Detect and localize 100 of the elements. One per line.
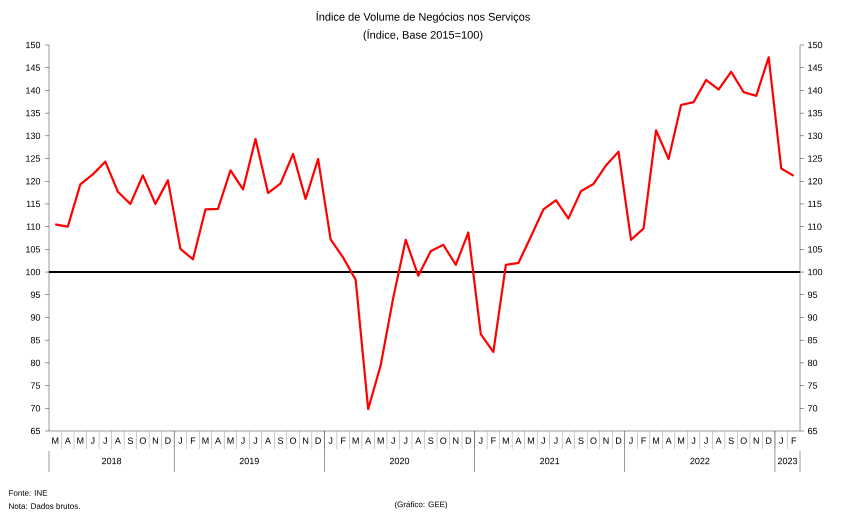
x-tick-label: M	[378, 438, 384, 444]
x-tick-label: N	[303, 438, 308, 444]
y2-tick-label: 90	[808, 314, 818, 321]
x-tick-label: J	[103, 438, 107, 444]
x-tick-label: F	[190, 438, 196, 444]
y-tick-label: 125	[26, 155, 40, 162]
y-tick-label: 65	[30, 428, 40, 434]
x-tick-label: D	[766, 438, 772, 444]
text: 2019	[240, 458, 259, 464]
y-tick-label: 95	[30, 292, 40, 298]
x-tick-label: A	[565, 438, 572, 444]
text: 2021	[540, 458, 560, 464]
x-tick-label: N	[603, 438, 609, 444]
y2-tick-label: 125	[808, 155, 822, 162]
y2-tick-label: 105	[808, 246, 822, 253]
x-tick-label: J	[554, 438, 558, 444]
x-tick-label: D	[466, 438, 472, 444]
y-tick-label: 100	[26, 268, 40, 276]
x-tick-label: O	[740, 438, 747, 444]
y-tick-label: 75	[30, 382, 40, 389]
y-tick-label: 140	[26, 87, 40, 94]
x-tick-label: A	[365, 438, 372, 444]
y-tick-label: 90	[30, 314, 40, 321]
y2-tick-label: 120	[808, 178, 822, 184]
y-tick-label: 80	[30, 360, 40, 366]
x-tick-label: S	[578, 438, 584, 444]
x-tick-label: J	[692, 438, 696, 444]
text: Nota: Dados brutos.	[9, 503, 80, 509]
x-tick-label: J	[178, 438, 182, 444]
y2-tick-label: 70	[808, 405, 818, 412]
y-tick-label: 130	[26, 132, 40, 140]
y2-tick-label: 135	[808, 110, 822, 116]
x-tick-label: F	[792, 438, 796, 444]
y2-tick-label: 140	[808, 87, 822, 94]
chart-subtitle: (Índice, Base 2015=100)	[364, 29, 482, 41]
x-tick-label: D	[616, 438, 622, 444]
x-tick-label: M	[77, 438, 84, 444]
y2-tick-label: 80	[808, 360, 818, 366]
x-tick-label: M	[653, 438, 660, 444]
x-tick-label: A	[114, 438, 121, 444]
source-note: Fonte: INE	[9, 490, 48, 496]
y2-tick-label: 115	[808, 200, 822, 208]
x-tick-label: M	[352, 438, 359, 444]
text: (Gráfico: GEE)	[394, 501, 448, 509]
y-tick-label: 145	[26, 64, 40, 71]
y2-tick-label: 100	[808, 268, 822, 276]
x-tick-label: J	[240, 438, 245, 444]
text: 2023	[778, 458, 798, 464]
y2-tick-label: 110	[808, 223, 822, 230]
x-tick-label: N	[754, 438, 759, 444]
x-tick-label: J	[628, 438, 633, 444]
x-tick-label: A	[515, 438, 522, 444]
y2-tick-label: 145	[808, 64, 822, 71]
x-tick-label: S	[128, 438, 133, 444]
x-tick-label: F	[341, 438, 346, 444]
x-tick-label: A	[666, 438, 672, 444]
x-tick-label: S	[278, 438, 284, 444]
x-tick-label: M	[202, 438, 208, 444]
x-tick-label: A	[716, 438, 722, 444]
y2-tick-label: 65	[808, 428, 818, 434]
x-tick-label: D	[165, 438, 171, 444]
x-tick-label: J	[541, 438, 545, 444]
x-tick-label: J	[90, 438, 94, 444]
x-tick-label: N	[152, 438, 158, 444]
y-tick-label: 110	[26, 223, 40, 230]
x-tick-label: J	[404, 438, 408, 444]
y-tick-label: 105	[26, 246, 40, 253]
chart-title: Índice de Volume de Negócios nos Serviços	[316, 11, 530, 23]
y-tick-label: 115	[26, 200, 40, 208]
x-tick-label: J	[253, 438, 258, 444]
x-tick-label: J	[478, 438, 482, 444]
text: 2020	[390, 458, 410, 464]
x-tick-label: S	[428, 438, 434, 444]
y2-tick-label: 85	[808, 336, 818, 344]
x-tick-label: J	[391, 438, 395, 444]
x-tick-label: A	[214, 438, 221, 444]
y-tick-label: 120	[26, 178, 40, 184]
y-tick-label: 150	[26, 42, 40, 48]
x-tick-label: O	[440, 438, 446, 444]
x-tick-label: A	[265, 438, 272, 444]
x-tick-label: D	[316, 438, 321, 444]
x-tick-label: M	[502, 438, 509, 444]
y2-tick-label: 75	[808, 382, 818, 389]
y2-tick-label: 95	[808, 292, 818, 298]
x-tick-label: F	[491, 438, 496, 444]
x-tick-label: F	[642, 438, 646, 444]
x-tick-label: J	[779, 438, 783, 444]
x-tick-label: O	[590, 438, 597, 444]
y-tick-label: 135	[26, 110, 40, 116]
x-tick-label: M	[227, 438, 234, 444]
text: 2022	[690, 458, 710, 464]
x-tick-label: M	[528, 438, 534, 444]
y-tick-label: 85	[30, 336, 40, 344]
line-series	[54, 56, 795, 410]
x-tick-label: N	[453, 438, 458, 444]
x-tick-label: A	[64, 438, 71, 444]
x-tick-label: O	[140, 438, 146, 444]
x-tick-label: M	[52, 438, 58, 444]
x-tick-label: S	[728, 438, 734, 444]
x-tick-label: A	[415, 438, 422, 444]
